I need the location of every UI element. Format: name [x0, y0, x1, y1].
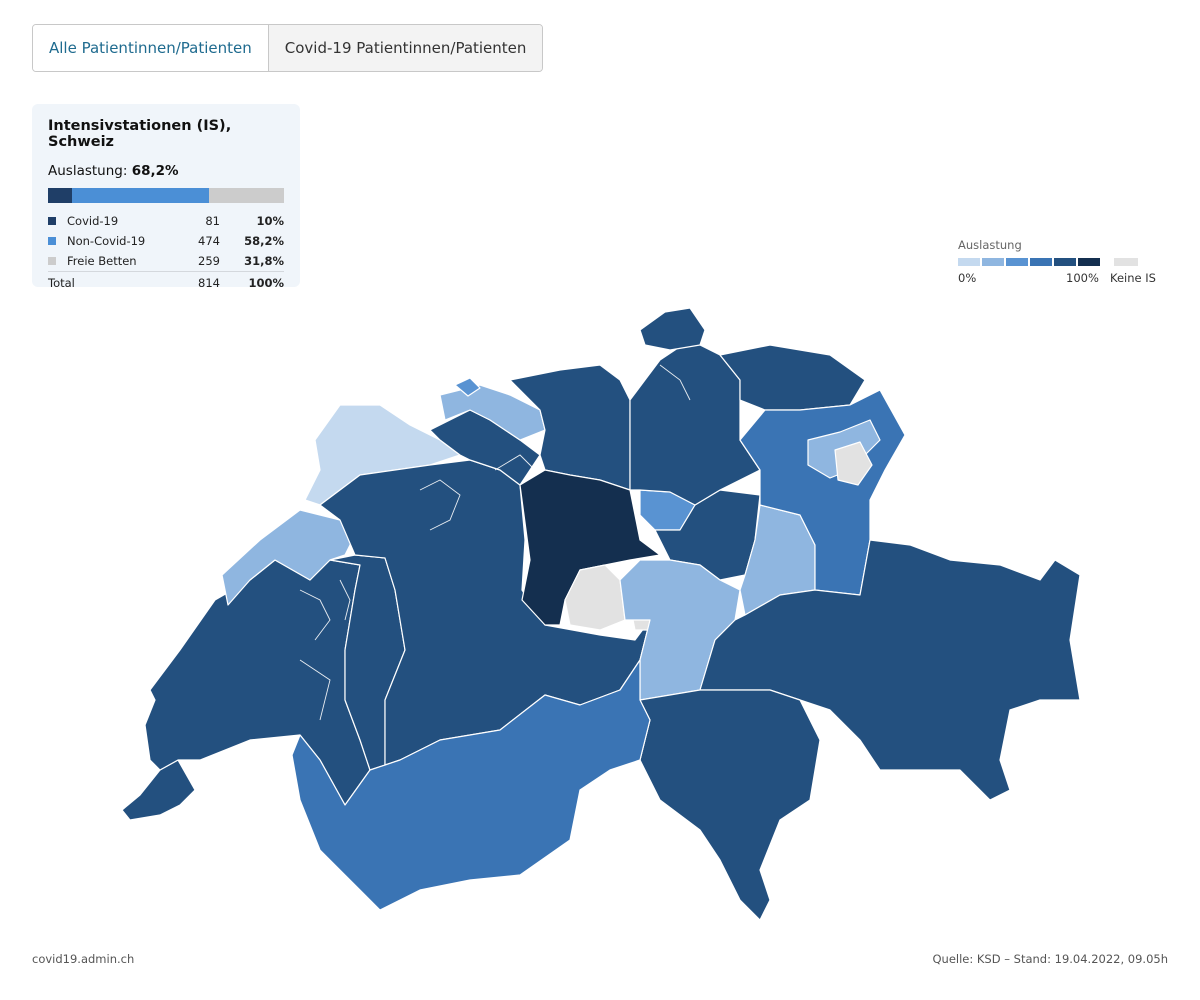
scale-swatch	[1054, 258, 1076, 266]
scale-swatches	[958, 258, 1168, 266]
row-percent: 31,8%	[244, 254, 284, 268]
row-count: 81	[205, 214, 220, 228]
summary-title: Intensivstationen (IS), Schweiz	[48, 118, 232, 150]
row-count: 474	[198, 234, 220, 248]
canton-schaffhausen[interactable]	[639, 307, 706, 351]
row-percent: 10%	[256, 214, 284, 228]
scale-none-label: Keine IS	[1110, 271, 1156, 285]
scale-min-label: 0%	[958, 271, 977, 285]
scale-max-label: 100%	[1066, 271, 1099, 285]
row-count: 259	[198, 254, 220, 268]
scale-swatch	[1078, 258, 1100, 266]
scale-title: Auslastung	[958, 238, 1022, 252]
occupancy-bar	[48, 188, 284, 203]
occupancy-value: 68,2%	[131, 163, 179, 179]
occupancy-line: Auslastung: 68,2%	[48, 163, 284, 179]
total-label: Total	[48, 271, 178, 293]
summary-table: Covid-19 81 10% Non-Covid-19 474 58,2% F…	[48, 211, 284, 293]
canton-graubuenden[interactable]	[699, 539, 1081, 801]
footer-site: covid19.admin.ch	[32, 952, 135, 966]
covid-swatch	[48, 216, 56, 225]
canton-lucerne[interactable]	[519, 469, 661, 626]
canton-basel-landschaft[interactable]	[439, 384, 546, 441]
scale-swatch	[1030, 258, 1052, 266]
canton-valais[interactable]	[291, 659, 651, 911]
footer-source: Quelle: KSD – Stand: 19.04.2022, 09.05h	[932, 952, 1168, 966]
canton-geneva[interactable]	[121, 759, 196, 821]
row-label: Non-Covid-19	[67, 234, 146, 248]
canton-ticino[interactable]	[639, 689, 821, 921]
occupancy-label: Auslastung:	[48, 163, 128, 179]
scale-swatch	[982, 258, 1004, 266]
row-covid: Covid-19 81 10%	[48, 211, 284, 231]
row-free-beds: Freie Betten 259 31,8%	[48, 251, 284, 272]
row-total: Total 814 100%	[48, 271, 284, 293]
tab-all-patients[interactable]: Alle Patientinnen/Patienten	[33, 25, 268, 71]
bar-segment-non-covid	[71, 188, 209, 203]
no-icu-swatch	[1114, 258, 1138, 266]
non-covid-swatch	[48, 236, 56, 245]
view-tabs: Alle Patientinnen/Patienten Covid-19 Pat…	[32, 24, 544, 72]
tab-covid-patients[interactable]: Covid-19 Patientinnen/Patienten	[267, 25, 543, 71]
bar-segment-free	[208, 188, 284, 203]
scale-swatch	[1006, 258, 1028, 266]
icu-summary-card: Intensivstationen (IS), Schweiz Auslastu…	[32, 104, 300, 293]
free-beds-swatch	[48, 256, 56, 265]
row-percent: 58,2%	[244, 234, 284, 248]
row-non-covid: Non-Covid-19 474 58,2%	[48, 231, 284, 251]
row-label: Freie Betten	[67, 254, 137, 268]
scale-swatch	[958, 258, 980, 266]
scale-labels: 0% 100% Keine IS	[958, 271, 1168, 287]
total-percent: 100%	[220, 271, 284, 293]
row-label: Covid-19	[67, 214, 119, 228]
bar-segment-covid	[48, 188, 72, 203]
canton-basel-stadt[interactable]	[454, 377, 481, 397]
canton-thurgau[interactable]	[719, 344, 866, 411]
canton-appenzell-innerrhoden[interactable]	[834, 441, 873, 486]
canton-neuchatel[interactable]	[221, 509, 356, 606]
occupancy-scale-legend: Auslastung 0% 100% Keine IS	[958, 238, 1168, 287]
total-count: 814	[178, 271, 220, 293]
